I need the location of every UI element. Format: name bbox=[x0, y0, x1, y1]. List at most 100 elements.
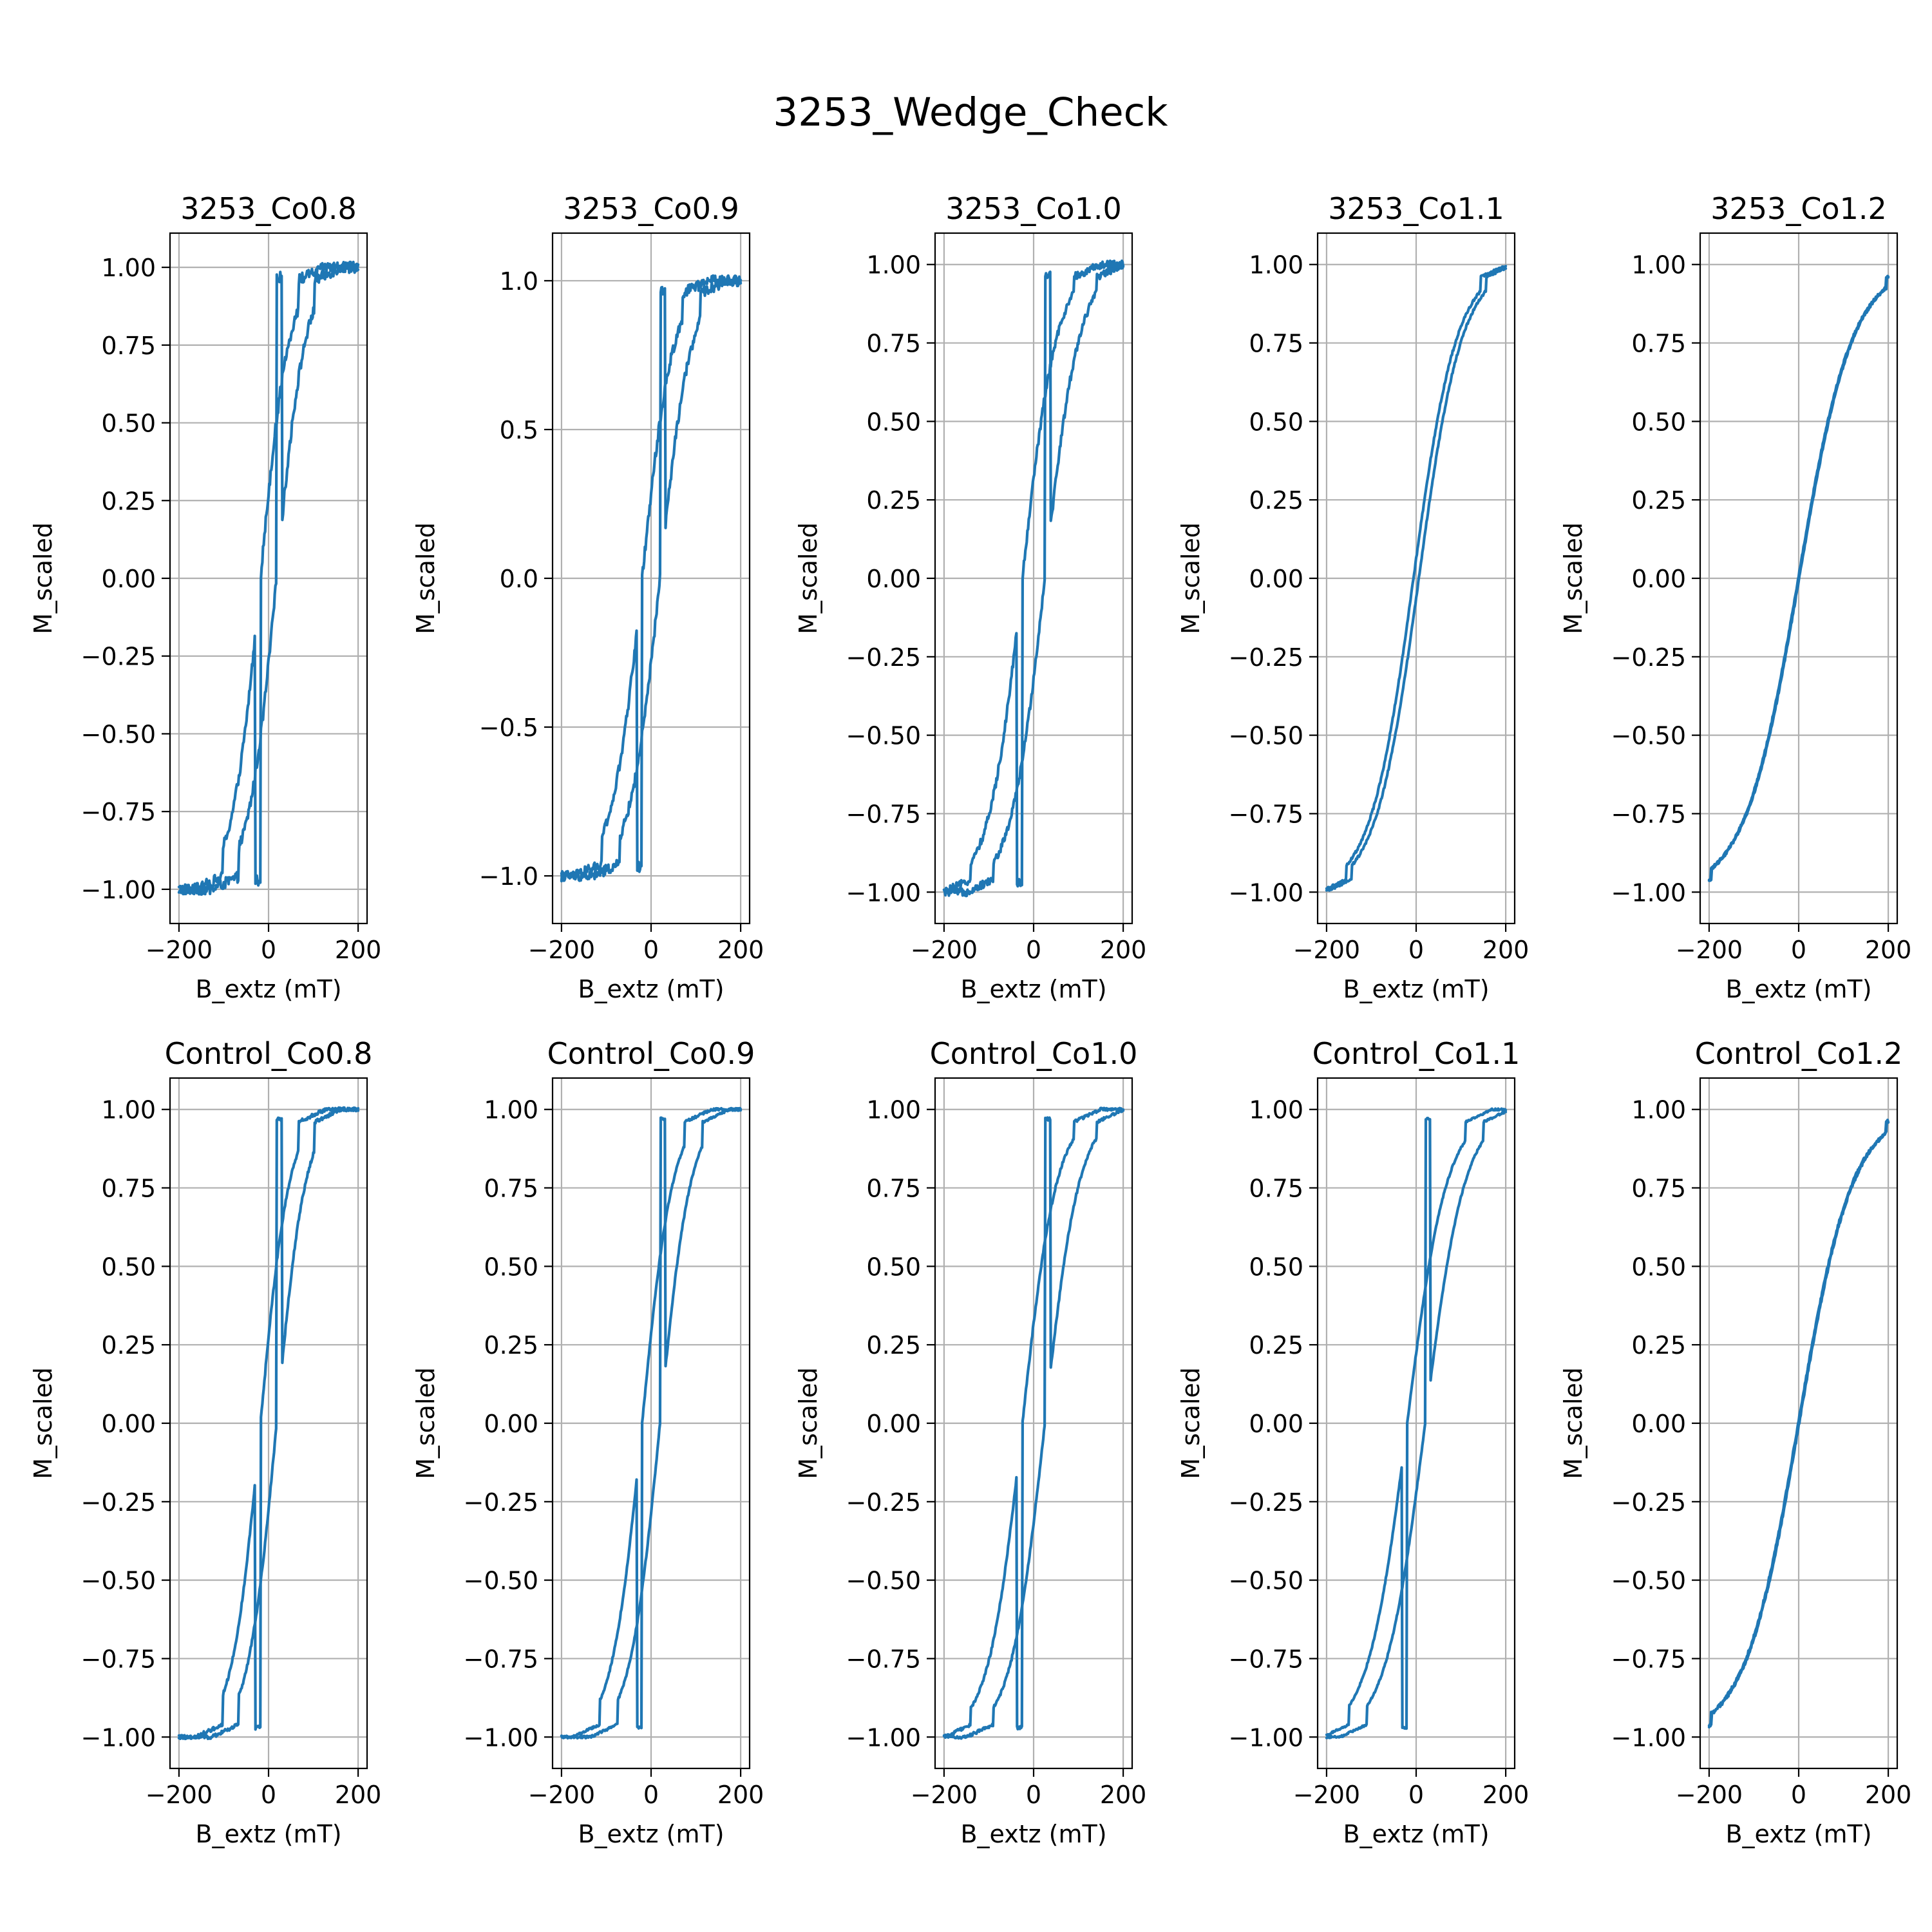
y-tick-label: 0.00 bbox=[866, 565, 921, 593]
subplot-3: −200 0 200 1.00 0.75 0.50 0.25 0.00 −0.25 −0.50 −0… bbox=[794, 191, 1146, 1003]
y-tick-label: 0.50 bbox=[1631, 1253, 1686, 1281]
y-tick-label: 0.25 bbox=[1249, 486, 1303, 515]
y-tick-label: 0.00 bbox=[1249, 565, 1303, 593]
x-tick-label: −200 bbox=[911, 936, 978, 964]
y-tick-label: −1.00 bbox=[846, 1723, 921, 1752]
y-tick-label: 0.25 bbox=[1249, 1331, 1303, 1359]
ascending-branch-line bbox=[177, 1106, 360, 1741]
y-axis-label: M_scaled bbox=[412, 522, 440, 634]
descending-branch-line bbox=[942, 259, 1125, 895]
ascending-branch-line bbox=[1325, 265, 1508, 892]
y-tick-label: 0.0 bbox=[500, 565, 538, 593]
y-tick-label: −0.75 bbox=[464, 1645, 538, 1673]
x-tick-label: 200 bbox=[1865, 936, 1912, 964]
ascending-branch-line bbox=[942, 261, 1125, 898]
subplot-6: −200 0 200 1.00 0.75 0.50 0.25 0.00 −0.25 −0.50 −0… bbox=[29, 1036, 381, 1848]
y-tick-label: −1.00 bbox=[81, 876, 156, 904]
y-axis-label: M_scaled bbox=[29, 522, 57, 634]
x-axis-label: B_extz (mT) bbox=[960, 1820, 1106, 1848]
x-tick-label: −200 bbox=[1676, 1781, 1743, 1809]
ascending-branch-line bbox=[1325, 1110, 1508, 1739]
subplot-title: 3253_Co0.9 bbox=[563, 191, 739, 226]
y-tick-label: −0.75 bbox=[81, 798, 156, 826]
x-tick-label: −200 bbox=[146, 1781, 213, 1809]
y-tick-label: −1.00 bbox=[1611, 878, 1686, 907]
x-tick-label: −200 bbox=[528, 936, 595, 964]
subplot-title: Control_Co0.9 bbox=[547, 1036, 755, 1071]
descending-branch-line bbox=[1325, 265, 1508, 891]
x-axis-label: B_extz (mT) bbox=[1725, 975, 1871, 1003]
y-tick-label: 0.25 bbox=[101, 1331, 156, 1359]
y-tick-label: −0.50 bbox=[81, 720, 156, 748]
y-tick-label: −0.25 bbox=[1229, 1488, 1303, 1517]
y-tick-label: 0.75 bbox=[484, 1175, 538, 1203]
y-tick-label: −0.25 bbox=[1611, 643, 1686, 672]
x-tick-label: −200 bbox=[1293, 936, 1360, 964]
y-tick-label: −0.25 bbox=[81, 1488, 156, 1517]
x-tick-label: 200 bbox=[1482, 936, 1530, 964]
subplot-7: −200 0 200 1.00 0.75 0.50 0.25 0.00 −0.25 −0.50 −0… bbox=[412, 1036, 764, 1848]
y-tick-label: −0.25 bbox=[1229, 643, 1303, 672]
y-tick-label: −0.25 bbox=[846, 643, 921, 672]
y-tick-label: 0.75 bbox=[866, 1175, 921, 1203]
y-tick-label: 0.50 bbox=[101, 410, 156, 438]
subplot-title: Control_Co1.1 bbox=[1312, 1036, 1520, 1071]
x-tick-label: 0 bbox=[261, 936, 276, 964]
figure-title: 3253_Wedge_Check bbox=[773, 90, 1168, 135]
y-tick-label: 0.75 bbox=[866, 330, 921, 358]
y-tick-label: −0.50 bbox=[1611, 1567, 1686, 1595]
y-tick-label: 0.75 bbox=[1631, 1175, 1686, 1203]
y-tick-label: 0.00 bbox=[484, 1410, 538, 1438]
y-tick-label: −0.75 bbox=[81, 1645, 156, 1673]
subplot-title: 3253_Co1.1 bbox=[1328, 191, 1504, 226]
x-axis-label: B_extz (mT) bbox=[578, 1820, 724, 1848]
subplot-grid: −200 0 2001.000.750.500.250.00−0.25−0.50−0… bbox=[29, 191, 1911, 1848]
x-tick-label: 200 bbox=[335, 1781, 382, 1809]
y-tick-label: 1.00 bbox=[1249, 1096, 1303, 1124]
y-tick-label: 0.00 bbox=[101, 565, 156, 593]
y-tick-label: −1.00 bbox=[464, 1723, 538, 1752]
y-axis-label: M_scaled bbox=[412, 1367, 440, 1479]
subplot-title: Control_Co0.8 bbox=[165, 1036, 373, 1071]
y-tick-label: 0.25 bbox=[101, 487, 156, 515]
descending-branch-line bbox=[942, 1106, 1125, 1739]
y-tick-label: 1.00 bbox=[484, 1096, 538, 1124]
y-tick-label: 1.00 bbox=[1631, 251, 1686, 279]
descending-branch-line bbox=[177, 260, 360, 896]
y-tick-label: −0.50 bbox=[1611, 722, 1686, 750]
ascending-branch-line bbox=[942, 1108, 1125, 1740]
y-tick-label: 0.00 bbox=[1631, 1410, 1686, 1438]
subplot-title: 3253_Co0.8 bbox=[180, 191, 356, 226]
x-axis-label: B_extz (mT) bbox=[578, 975, 724, 1003]
y-tick-label: 0.25 bbox=[484, 1331, 538, 1359]
y-axis-label: M_scaled bbox=[1559, 522, 1587, 634]
y-tick-label: 0.00 bbox=[1249, 1410, 1303, 1438]
y-tick-label: 1.00 bbox=[1249, 251, 1303, 279]
subplot-4: −200 0 200 1.00 0.75 0.50 0.25 0.00 −0.25 −0.50 −0… bbox=[1177, 191, 1529, 1003]
y-tick-label: −1.00 bbox=[1229, 878, 1303, 907]
y-tick-label: 0.75 bbox=[1249, 1175, 1303, 1203]
x-tick-label: 0 bbox=[1026, 1781, 1041, 1809]
y-tick-label: −1.00 bbox=[846, 878, 921, 907]
y-tick-label: 1.00 bbox=[101, 1096, 156, 1124]
y-tick-label: 0.50 bbox=[1249, 1253, 1303, 1281]
y-tick-label: −0.75 bbox=[1229, 800, 1303, 828]
y-tick-label: 0.25 bbox=[866, 1331, 921, 1359]
x-axis-label: B_extz (mT) bbox=[1343, 975, 1489, 1003]
y-tick-label: −0.25 bbox=[1611, 1488, 1686, 1517]
y-tick-label: 0.50 bbox=[866, 1253, 921, 1281]
subplot-1: −200 0 200 1.00 0.75 0.50 0.25 0.00 −0.25 −0.50 −0… bbox=[29, 191, 381, 1003]
y-tick-label: 0.00 bbox=[866, 1410, 921, 1438]
y-tick-label: −0.50 bbox=[846, 722, 921, 750]
subplot-title: 3253_Co1.2 bbox=[1710, 191, 1886, 226]
y-tick-label: 1.0 bbox=[500, 267, 538, 296]
x-axis-label: B_extz (mT) bbox=[1343, 1820, 1489, 1848]
x-tick-label: 0 bbox=[1026, 936, 1041, 964]
descending-branch-line bbox=[1707, 275, 1890, 882]
x-tick-label: 200 bbox=[1100, 936, 1147, 964]
y-tick-label: 0.5 bbox=[500, 416, 538, 444]
descending-branch-line bbox=[560, 1106, 743, 1740]
y-tick-label: 1.00 bbox=[866, 251, 921, 279]
x-tick-label: 200 bbox=[335, 936, 382, 964]
